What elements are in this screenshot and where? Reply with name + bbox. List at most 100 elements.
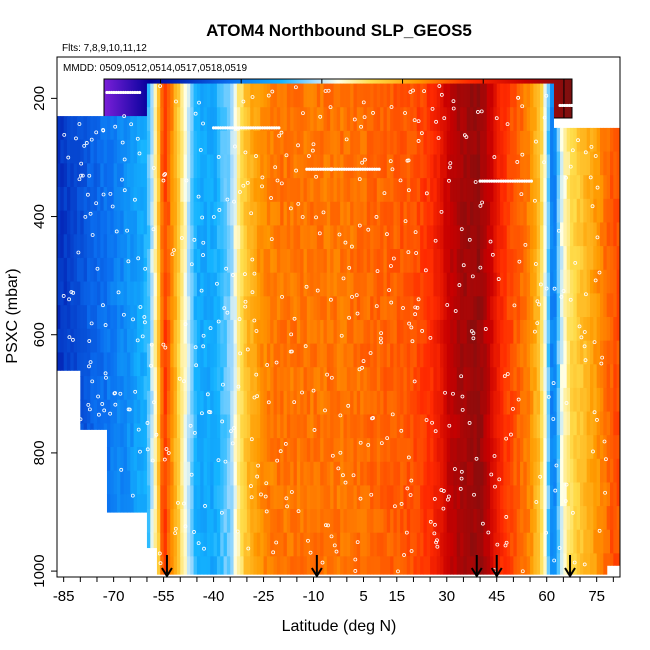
- heatmap-cell: [83, 139, 88, 164]
- sample-point: [387, 288, 391, 293]
- heatmap-cell: [236, 461, 241, 487]
- heatmap-cell: [330, 107, 335, 132]
- heatmap-cell: [110, 399, 115, 424]
- heatmap-cell: [223, 225, 228, 250]
- heatmap-cell: [176, 178, 181, 203]
- heatmap-cell: [253, 154, 258, 179]
- heatmap-cell: [470, 509, 475, 534]
- heatmap-cell: [500, 296, 505, 321]
- heatmap-cell: [503, 249, 508, 274]
- heatmap-cell: [573, 127, 578, 153]
- heatmap-cell: [303, 272, 308, 297]
- x-tick-label: 30: [438, 588, 455, 605]
- heatmap-cell: [203, 367, 208, 392]
- heatmap-cell: [333, 296, 338, 321]
- heatmap-cell: [250, 272, 255, 297]
- heatmap-cell: [243, 178, 248, 203]
- x-tick-label: 5: [359, 588, 367, 605]
- heatmap-cell: [183, 532, 188, 557]
- heatmap-cell: [123, 376, 128, 401]
- heatmap-cell: [260, 343, 265, 368]
- heatmap-cell: [380, 485, 385, 510]
- heatmap-cell: [90, 163, 95, 188]
- heatmap-cell: [403, 225, 408, 250]
- heatmap-cell: [176, 249, 181, 274]
- sample-point: [347, 265, 352, 270]
- heatmap-cell: [250, 438, 255, 463]
- heatmap-cell: [450, 509, 455, 534]
- heatmap-cell: [386, 201, 391, 227]
- heatmap-cell: [576, 435, 581, 460]
- heatmap-cell: [253, 343, 258, 368]
- heatmap-cell: [520, 225, 524, 250]
- sample-point: [603, 490, 607, 495]
- sample-point: [382, 191, 387, 196]
- heatmap-cell: [146, 532, 151, 549]
- heatmap-cell: [280, 532, 285, 557]
- heatmap-cell: [610, 482, 614, 507]
- heatmap-cell: [523, 414, 528, 439]
- heatmap-cell: [563, 458, 568, 484]
- heatmap-cell: [193, 107, 198, 132]
- heatmap-cell: [470, 367, 475, 392]
- heatmap-cell: [370, 414, 375, 439]
- heatmap-cell: [546, 178, 551, 203]
- heatmap-cell: [236, 556, 241, 575]
- sample-point: [342, 167, 346, 171]
- heatmap-cell: [433, 272, 438, 297]
- heatmap-cell: [166, 83, 171, 108]
- heatmap-cell: [476, 249, 481, 274]
- heatmap-cell: [276, 485, 281, 510]
- heatmap-cell: [266, 414, 271, 439]
- heatmap-cell: [390, 130, 395, 156]
- heatmap-cell: [136, 399, 141, 424]
- sample-point: [453, 309, 458, 313]
- sample-point: [196, 194, 201, 199]
- heatmap-cell: [220, 130, 225, 156]
- heatmap-cell: [373, 178, 378, 203]
- heatmap-cell: [126, 187, 131, 212]
- heatmap-cell: [250, 367, 255, 392]
- heatmap-cell: [616, 340, 620, 365]
- sample-point: [338, 450, 343, 455]
- heatmap-cell: [443, 272, 448, 297]
- sample-point: [94, 201, 99, 206]
- heatmap-cell: [266, 225, 271, 250]
- heatmap-cell: [446, 414, 451, 439]
- heatmap-cell: [366, 201, 371, 227]
- heatmap-cell: [220, 249, 225, 274]
- heatmap-cell: [146, 296, 151, 321]
- sample-point: [595, 418, 599, 422]
- sample-point: [479, 109, 484, 114]
- heatmap-cell: [90, 352, 95, 377]
- sample-point: [461, 263, 466, 268]
- heatmap-cell: [343, 414, 348, 439]
- heatmap-cell: [600, 387, 604, 413]
- heatmap-cell: [496, 509, 501, 534]
- heatmap-cell: [520, 367, 524, 392]
- heatmap-cell: [316, 272, 321, 297]
- heatmap-cell: [586, 340, 591, 365]
- heatmap-cell: [220, 509, 225, 534]
- heatmap-cell: [610, 293, 614, 318]
- heatmap-cell: [120, 447, 125, 472]
- heatmap-cell: [240, 178, 245, 203]
- heatmap-cell: [230, 509, 235, 534]
- heatmap-cell: [90, 281, 95, 306]
- heatmap-cell: [83, 399, 88, 424]
- heatmap-cell: [376, 556, 381, 575]
- heatmap-cell: [576, 364, 581, 389]
- heatmap-cell: [393, 201, 398, 227]
- sample-point: [266, 93, 271, 98]
- heatmap-cell: [506, 485, 511, 510]
- heatmap-cell: [133, 470, 138, 495]
- heatmap-cell: [580, 553, 584, 575]
- heatmap-cell: [586, 222, 591, 247]
- heatmap-cell: [293, 509, 298, 534]
- heatmap-cell: [616, 364, 620, 389]
- heatmap-cell: [103, 328, 108, 354]
- heatmap-cell: [420, 556, 425, 575]
- heatmap-cell: [466, 485, 471, 510]
- heatmap-cell: [616, 151, 620, 176]
- sample-point: [556, 228, 561, 233]
